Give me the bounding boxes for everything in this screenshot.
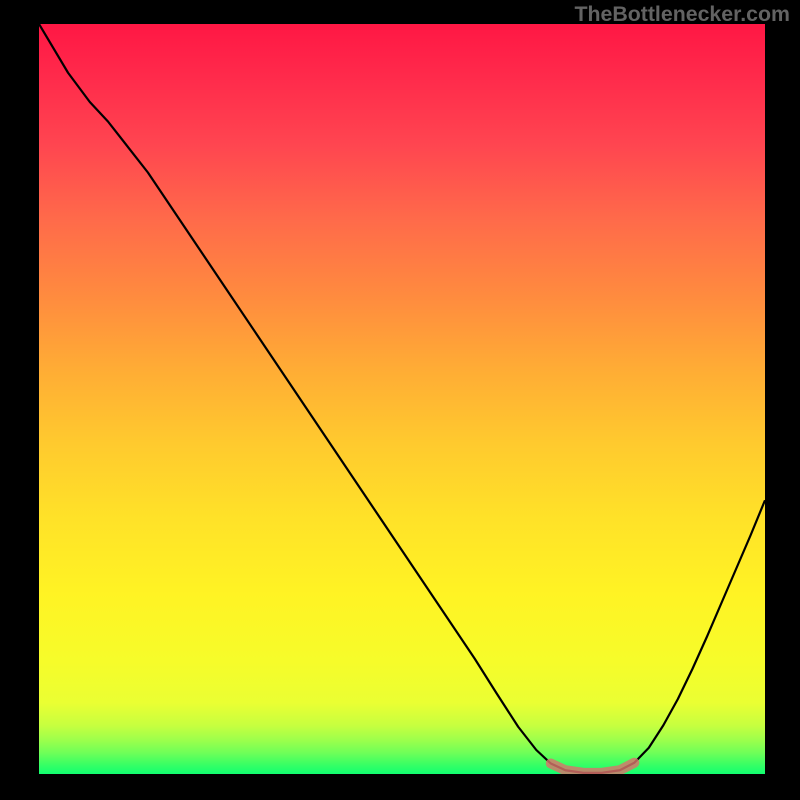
chart-frame: TheBottlenecker.com bbox=[0, 0, 800, 800]
plot-background bbox=[39, 24, 765, 774]
bottleneck-curve-chart bbox=[39, 24, 765, 774]
watermark-text: TheBottlenecker.com bbox=[574, 2, 790, 27]
